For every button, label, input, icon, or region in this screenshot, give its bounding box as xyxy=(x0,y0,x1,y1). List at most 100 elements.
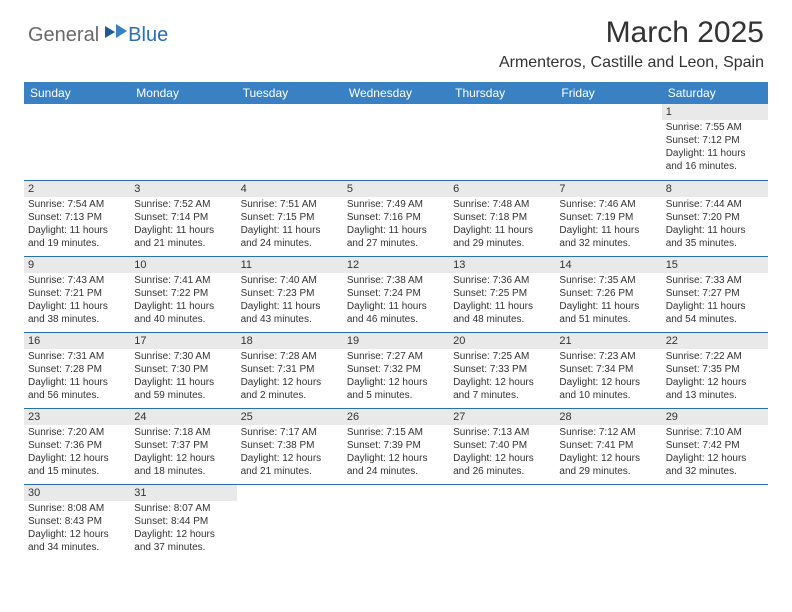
day-details: Sunrise: 7:33 AMSunset: 7:27 PMDaylight:… xyxy=(662,273,768,329)
day-details: Sunrise: 7:36 AMSunset: 7:25 PMDaylight:… xyxy=(449,273,555,329)
day-number: 30 xyxy=(24,485,130,501)
calendar-cell: 24Sunrise: 7:18 AMSunset: 7:37 PMDayligh… xyxy=(130,408,236,484)
day-number: 2 xyxy=(24,181,130,197)
calendar-cell: 21Sunrise: 7:23 AMSunset: 7:34 PMDayligh… xyxy=(555,332,661,408)
calendar-cell: 1Sunrise: 7:55 AMSunset: 7:12 PMDaylight… xyxy=(662,104,768,180)
month-title: March 2025 xyxy=(499,16,764,50)
calendar-cell: 14Sunrise: 7:35 AMSunset: 7:26 PMDayligh… xyxy=(555,256,661,332)
day-number: 16 xyxy=(24,333,130,349)
day-details: Sunrise: 7:48 AMSunset: 7:18 PMDaylight:… xyxy=(449,197,555,253)
calendar-cell: 12Sunrise: 7:38 AMSunset: 7:24 PMDayligh… xyxy=(343,256,449,332)
day-details: Sunrise: 7:20 AMSunset: 7:36 PMDaylight:… xyxy=(24,425,130,481)
day-details: Sunrise: 7:22 AMSunset: 7:35 PMDaylight:… xyxy=(662,349,768,405)
day-details: Sunrise: 8:08 AMSunset: 8:43 PMDaylight:… xyxy=(24,501,130,557)
calendar-cell: 8Sunrise: 7:44 AMSunset: 7:20 PMDaylight… xyxy=(662,180,768,256)
day-number: 28 xyxy=(555,409,661,425)
day-details: Sunrise: 7:43 AMSunset: 7:21 PMDaylight:… xyxy=(24,273,130,329)
calendar-cell xyxy=(555,484,661,560)
day-number: 21 xyxy=(555,333,661,349)
day-details: Sunrise: 7:10 AMSunset: 7:42 PMDaylight:… xyxy=(662,425,768,481)
day-details: Sunrise: 7:44 AMSunset: 7:20 PMDaylight:… xyxy=(662,197,768,253)
day-number: 27 xyxy=(449,409,555,425)
calendar-cell: 23Sunrise: 7:20 AMSunset: 7:36 PMDayligh… xyxy=(24,408,130,484)
calendar-cell: 27Sunrise: 7:13 AMSunset: 7:40 PMDayligh… xyxy=(449,408,555,484)
calendar-cell: 3Sunrise: 7:52 AMSunset: 7:14 PMDaylight… xyxy=(130,180,236,256)
day-details: Sunrise: 7:49 AMSunset: 7:16 PMDaylight:… xyxy=(343,197,449,253)
logo-text-general: General xyxy=(28,24,99,47)
day-header: Friday xyxy=(555,82,661,104)
day-number: 25 xyxy=(237,409,343,425)
calendar-cell xyxy=(24,104,130,180)
title-block: March 2025 Armenteros, Castille and Leon… xyxy=(499,16,764,72)
day-number: 7 xyxy=(555,181,661,197)
calendar-cell: 13Sunrise: 7:36 AMSunset: 7:25 PMDayligh… xyxy=(449,256,555,332)
calendar-cell xyxy=(449,104,555,180)
calendar-cell: 29Sunrise: 7:10 AMSunset: 7:42 PMDayligh… xyxy=(662,408,768,484)
calendar-cell: 18Sunrise: 7:28 AMSunset: 7:31 PMDayligh… xyxy=(237,332,343,408)
day-details: Sunrise: 7:51 AMSunset: 7:15 PMDaylight:… xyxy=(237,197,343,253)
day-header: Sunday xyxy=(24,82,130,104)
calendar-cell: 25Sunrise: 7:17 AMSunset: 7:38 PMDayligh… xyxy=(237,408,343,484)
calendar-cell: 28Sunrise: 7:12 AMSunset: 7:41 PMDayligh… xyxy=(555,408,661,484)
calendar-cell xyxy=(343,104,449,180)
day-details: Sunrise: 7:31 AMSunset: 7:28 PMDaylight:… xyxy=(24,349,130,405)
calendar-row: 9Sunrise: 7:43 AMSunset: 7:21 PMDaylight… xyxy=(24,256,768,332)
calendar-row: 16Sunrise: 7:31 AMSunset: 7:28 PMDayligh… xyxy=(24,332,768,408)
day-number: 9 xyxy=(24,257,130,273)
calendar-row: 1Sunrise: 7:55 AMSunset: 7:12 PMDaylight… xyxy=(24,104,768,180)
calendar-cell xyxy=(130,104,236,180)
day-details: Sunrise: 7:17 AMSunset: 7:38 PMDaylight:… xyxy=(237,425,343,481)
calendar-table: Sunday Monday Tuesday Wednesday Thursday… xyxy=(24,82,768,560)
day-number: 1 xyxy=(662,104,768,120)
day-number: 24 xyxy=(130,409,236,425)
day-details: Sunrise: 7:52 AMSunset: 7:14 PMDaylight:… xyxy=(130,197,236,253)
day-number: 17 xyxy=(130,333,236,349)
calendar-cell xyxy=(343,484,449,560)
day-details: Sunrise: 7:23 AMSunset: 7:34 PMDaylight:… xyxy=(555,349,661,405)
day-number: 23 xyxy=(24,409,130,425)
day-header-row: Sunday Monday Tuesday Wednesday Thursday… xyxy=(24,82,768,104)
day-number: 11 xyxy=(237,257,343,273)
logo: General Blue xyxy=(28,16,168,47)
day-details: Sunrise: 7:30 AMSunset: 7:30 PMDaylight:… xyxy=(130,349,236,405)
calendar-cell: 2Sunrise: 7:54 AMSunset: 7:13 PMDaylight… xyxy=(24,180,130,256)
calendar-cell: 9Sunrise: 7:43 AMSunset: 7:21 PMDaylight… xyxy=(24,256,130,332)
calendar-cell: 26Sunrise: 7:15 AMSunset: 7:39 PMDayligh… xyxy=(343,408,449,484)
calendar-cell: 4Sunrise: 7:51 AMSunset: 7:15 PMDaylight… xyxy=(237,180,343,256)
day-number: 18 xyxy=(237,333,343,349)
day-number: 13 xyxy=(449,257,555,273)
calendar-cell xyxy=(662,484,768,560)
day-number: 19 xyxy=(343,333,449,349)
calendar-cell: 19Sunrise: 7:27 AMSunset: 7:32 PMDayligh… xyxy=(343,332,449,408)
logo-flag-icon xyxy=(105,24,127,45)
day-details: Sunrise: 7:35 AMSunset: 7:26 PMDaylight:… xyxy=(555,273,661,329)
calendar-cell xyxy=(237,104,343,180)
calendar-row: 2Sunrise: 7:54 AMSunset: 7:13 PMDaylight… xyxy=(24,180,768,256)
calendar-cell xyxy=(555,104,661,180)
day-number: 29 xyxy=(662,409,768,425)
calendar-body: 1Sunrise: 7:55 AMSunset: 7:12 PMDaylight… xyxy=(24,104,768,560)
location: Armenteros, Castille and Leon, Spain xyxy=(499,54,764,72)
calendar-cell xyxy=(237,484,343,560)
day-details: Sunrise: 7:55 AMSunset: 7:12 PMDaylight:… xyxy=(662,120,768,176)
calendar-cell: 5Sunrise: 7:49 AMSunset: 7:16 PMDaylight… xyxy=(343,180,449,256)
day-number: 10 xyxy=(130,257,236,273)
day-details: Sunrise: 7:12 AMSunset: 7:41 PMDaylight:… xyxy=(555,425,661,481)
day-number: 20 xyxy=(449,333,555,349)
day-header: Wednesday xyxy=(343,82,449,104)
day-header: Tuesday xyxy=(237,82,343,104)
day-number: 5 xyxy=(343,181,449,197)
day-number: 8 xyxy=(662,181,768,197)
header: General Blue March 2025 Armenteros, Cast… xyxy=(0,0,792,78)
day-details: Sunrise: 7:13 AMSunset: 7:40 PMDaylight:… xyxy=(449,425,555,481)
day-number: 12 xyxy=(343,257,449,273)
calendar-cell: 11Sunrise: 7:40 AMSunset: 7:23 PMDayligh… xyxy=(237,256,343,332)
day-details: Sunrise: 7:18 AMSunset: 7:37 PMDaylight:… xyxy=(130,425,236,481)
day-header: Thursday xyxy=(449,82,555,104)
day-details: Sunrise: 7:38 AMSunset: 7:24 PMDaylight:… xyxy=(343,273,449,329)
calendar-cell: 15Sunrise: 7:33 AMSunset: 7:27 PMDayligh… xyxy=(662,256,768,332)
calendar-cell: 6Sunrise: 7:48 AMSunset: 7:18 PMDaylight… xyxy=(449,180,555,256)
day-details: Sunrise: 7:46 AMSunset: 7:19 PMDaylight:… xyxy=(555,197,661,253)
day-number: 26 xyxy=(343,409,449,425)
calendar-row: 23Sunrise: 7:20 AMSunset: 7:36 PMDayligh… xyxy=(24,408,768,484)
